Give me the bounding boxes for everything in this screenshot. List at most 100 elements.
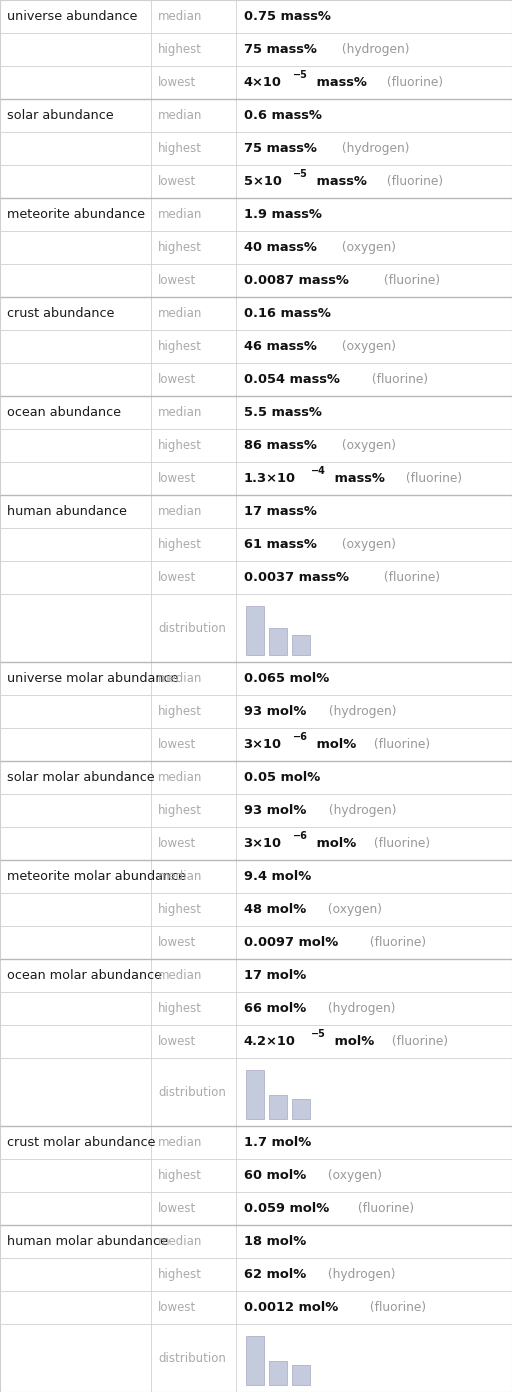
Bar [268, 628, 287, 656]
Text: distribution: distribution [158, 621, 226, 635]
Bar [268, 1094, 287, 1119]
Bar [268, 1361, 287, 1385]
Text: mass%: mass% [330, 472, 385, 484]
Text: median: median [158, 1235, 202, 1249]
Text: 0.0087 mass%: 0.0087 mass% [244, 274, 348, 287]
Text: median: median [158, 505, 202, 518]
Text: 0.0012 mol%: 0.0012 mol% [244, 1302, 338, 1314]
Text: crust molar abundance: crust molar abundance [7, 1136, 155, 1148]
Text: mass%: mass% [312, 175, 367, 188]
Text: ocean abundance: ocean abundance [7, 406, 121, 419]
Text: lowest: lowest [158, 175, 196, 188]
Text: 17 mol%: 17 mol% [244, 969, 306, 981]
Text: (fluorine): (fluorine) [380, 274, 440, 287]
Text: −5: −5 [293, 170, 308, 180]
Bar [246, 607, 264, 656]
Text: highest: highest [158, 43, 202, 56]
Text: lowest: lowest [158, 1036, 196, 1048]
Text: (hydrogen): (hydrogen) [325, 1268, 396, 1281]
Text: 75 mass%: 75 mass% [244, 142, 316, 155]
Text: 46 mass%: 46 mass% [244, 340, 316, 354]
Text: median: median [158, 771, 202, 784]
Text: 3×10: 3×10 [244, 837, 282, 851]
Text: median: median [158, 406, 202, 419]
Text: −6: −6 [293, 831, 308, 841]
Bar [291, 1098, 310, 1119]
Text: (fluorine): (fluorine) [401, 472, 462, 484]
Text: median: median [158, 969, 202, 981]
Text: 9.4 mol%: 9.4 mol% [244, 870, 311, 883]
Text: distribution: distribution [158, 1086, 226, 1098]
Text: (hydrogen): (hydrogen) [325, 805, 396, 817]
Text: median: median [158, 1136, 202, 1148]
Text: lowest: lowest [158, 373, 196, 386]
Text: median: median [158, 10, 202, 24]
Text: 0.16 mass%: 0.16 mass% [244, 308, 330, 320]
Text: 3×10: 3×10 [244, 738, 282, 752]
Text: median: median [158, 207, 202, 221]
Text: 93 mol%: 93 mol% [244, 805, 306, 817]
Text: lowest: lowest [158, 472, 196, 484]
Text: highest: highest [158, 704, 202, 718]
Text: lowest: lowest [158, 1203, 196, 1215]
Text: (fluorine): (fluorine) [368, 373, 428, 386]
Text: highest: highest [158, 142, 202, 155]
Text: human abundance: human abundance [7, 505, 127, 518]
Text: ocean molar abundance: ocean molar abundance [7, 969, 162, 981]
Text: −5: −5 [311, 1029, 326, 1040]
Text: 0.054 mass%: 0.054 mass% [244, 373, 339, 386]
Text: 5×10: 5×10 [244, 175, 282, 188]
Text: (fluorine): (fluorine) [366, 1302, 426, 1314]
Text: 0.05 mol%: 0.05 mol% [244, 771, 320, 784]
Text: 18 mol%: 18 mol% [244, 1235, 306, 1249]
Text: (oxygen): (oxygen) [325, 903, 382, 916]
Text: crust abundance: crust abundance [7, 308, 114, 320]
Text: 17 mass%: 17 mass% [244, 505, 316, 518]
Text: −6: −6 [293, 732, 308, 742]
Text: mol%: mol% [330, 1036, 374, 1048]
Text: 0.065 mol%: 0.065 mol% [244, 672, 329, 685]
Text: (hydrogen): (hydrogen) [325, 1002, 396, 1015]
Text: (hydrogen): (hydrogen) [325, 704, 396, 718]
Text: meteorite abundance: meteorite abundance [7, 207, 145, 221]
Text: 0.0037 mass%: 0.0037 mass% [244, 571, 349, 585]
Text: lowest: lowest [158, 77, 196, 89]
Text: (fluorine): (fluorine) [383, 77, 443, 89]
Text: lowest: lowest [158, 274, 196, 287]
Text: 66 mol%: 66 mol% [244, 1002, 306, 1015]
Text: −5: −5 [293, 70, 308, 81]
Text: mass%: mass% [312, 77, 367, 89]
Text: 1.7 mol%: 1.7 mol% [244, 1136, 311, 1148]
Text: highest: highest [158, 903, 202, 916]
Text: 48 mol%: 48 mol% [244, 903, 306, 916]
Text: 0.059 mol%: 0.059 mol% [244, 1203, 329, 1215]
Text: 86 mass%: 86 mass% [244, 438, 316, 452]
Bar [291, 1364, 310, 1385]
Text: (fluorine): (fluorine) [380, 571, 440, 585]
Text: meteorite molar abundance: meteorite molar abundance [7, 870, 186, 883]
Text: highest: highest [158, 340, 202, 354]
Text: 0.6 mass%: 0.6 mass% [244, 109, 322, 122]
Bar [246, 1336, 264, 1385]
Text: lowest: lowest [158, 935, 196, 949]
Text: 4×10: 4×10 [244, 77, 282, 89]
Text: mol%: mol% [312, 738, 356, 752]
Text: (oxygen): (oxygen) [338, 340, 396, 354]
Text: (oxygen): (oxygen) [325, 1169, 382, 1182]
Text: human molar abundance: human molar abundance [7, 1235, 168, 1249]
Text: lowest: lowest [158, 738, 196, 752]
Text: median: median [158, 109, 202, 122]
Text: (fluorine): (fluorine) [383, 175, 443, 188]
Text: 0.75 mass%: 0.75 mass% [244, 10, 330, 24]
Text: highest: highest [158, 1169, 202, 1182]
Text: universe molar abundance: universe molar abundance [7, 672, 178, 685]
Text: solar molar abundance: solar molar abundance [7, 771, 155, 784]
Text: highest: highest [158, 241, 202, 253]
Text: highest: highest [158, 537, 202, 551]
Text: median: median [158, 870, 202, 883]
Text: mol%: mol% [312, 837, 356, 851]
Text: (fluorine): (fluorine) [388, 1036, 448, 1048]
Text: −4: −4 [311, 466, 326, 476]
Text: (fluorine): (fluorine) [370, 837, 430, 851]
Bar [291, 635, 310, 656]
